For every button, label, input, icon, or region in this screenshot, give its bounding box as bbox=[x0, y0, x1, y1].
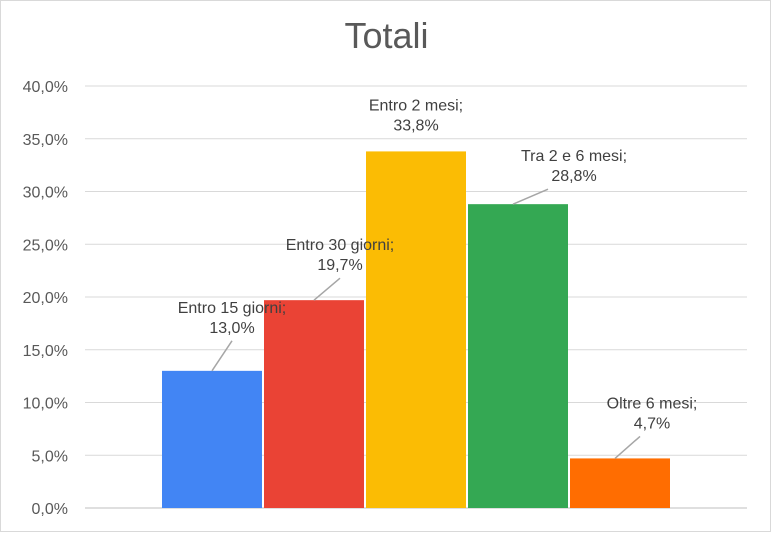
data-label-category: Tra 2 e 6 mesi; bbox=[521, 148, 627, 165]
y-tick-label: 0,0% bbox=[32, 501, 68, 518]
bars bbox=[162, 151, 670, 508]
y-tick-label: 5,0% bbox=[32, 448, 68, 465]
data-label-value: 28,8% bbox=[551, 168, 596, 185]
data-label-value: 33,8% bbox=[393, 117, 438, 134]
data-label-category: Entro 15 giorni; bbox=[178, 300, 287, 317]
leader-line bbox=[512, 188, 549, 205]
leader-line bbox=[211, 340, 233, 372]
bar bbox=[264, 300, 364, 508]
data-label-category: Entro 30 giorni; bbox=[286, 237, 395, 254]
data-label-value: 13,0% bbox=[209, 320, 254, 337]
bar bbox=[468, 204, 568, 508]
data-label-category: Oltre 6 mesi; bbox=[607, 395, 698, 412]
y-axis: 0,0% 5,0% 10,0% 15,0% 20,0% 25,0% 30,0% 35,0% 40… bbox=[23, 79, 68, 518]
chart-title: Totali bbox=[344, 15, 429, 56]
y-tick-label: 40,0% bbox=[23, 79, 68, 96]
y-tick-label: 20,0% bbox=[23, 290, 68, 307]
data-label-category: Entro 2 mesi; bbox=[369, 97, 463, 114]
y-tick-label: 10,0% bbox=[23, 396, 68, 413]
data-label-value: 19,7% bbox=[317, 257, 362, 274]
y-tick-label: 30,0% bbox=[23, 185, 68, 202]
leader-line bbox=[313, 277, 341, 301]
data-label-value: 4,7% bbox=[634, 415, 670, 432]
leader-lines bbox=[211, 188, 641, 459]
data-labels: Entro 15 giorni; 13,0% Entro 30 giorni; 19,… bbox=[178, 97, 698, 432]
bar bbox=[570, 458, 670, 508]
y-tick-label: 15,0% bbox=[23, 343, 68, 360]
leader-line bbox=[614, 435, 641, 459]
y-tick-label: 35,0% bbox=[23, 132, 68, 149]
y-tick-label: 25,0% bbox=[23, 237, 68, 254]
bar bbox=[162, 370, 262, 508]
bar bbox=[366, 151, 466, 508]
